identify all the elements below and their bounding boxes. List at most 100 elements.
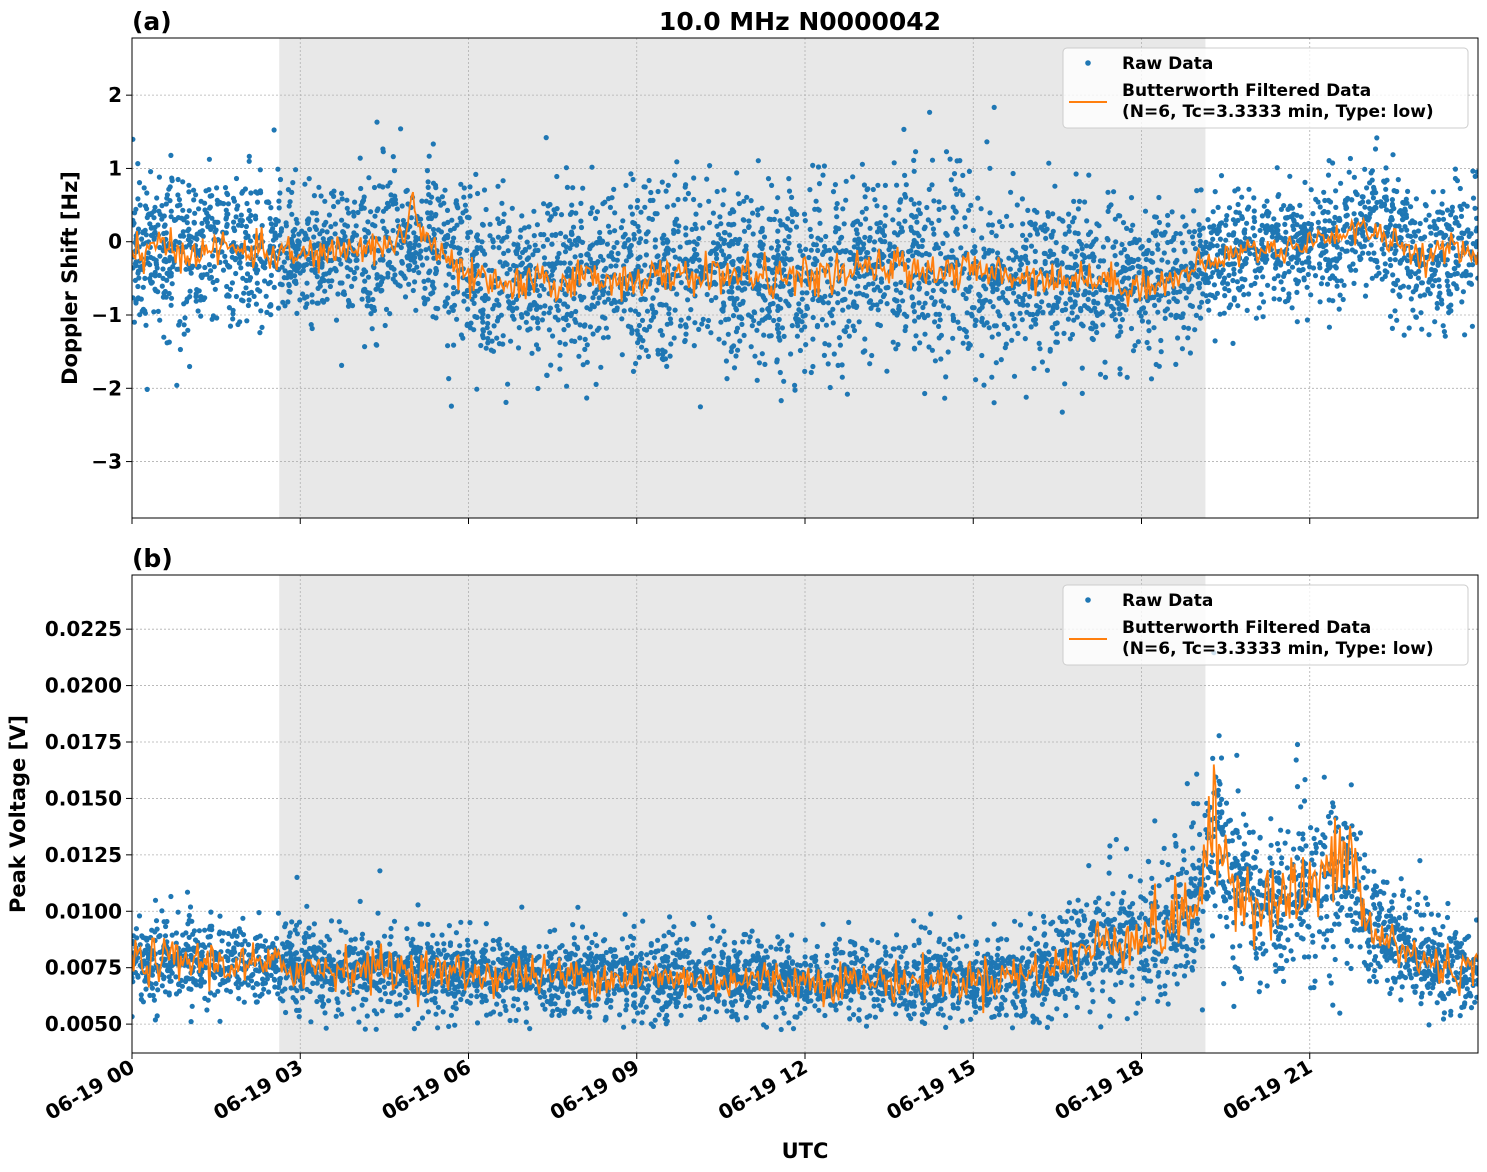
raw-data-point [971, 305, 977, 311]
raw-data-point [580, 185, 586, 191]
raw-data-point [788, 351, 794, 357]
raw-data-point [275, 305, 282, 311]
raw-data-point [375, 206, 381, 212]
raw-data-point [361, 267, 367, 273]
raw-data-point [1287, 173, 1293, 179]
raw-data-point [562, 291, 568, 297]
raw-data-point [1152, 302, 1158, 308]
raw-data-point [713, 295, 719, 301]
raw-data-point [630, 368, 637, 374]
raw-data-point [1012, 280, 1019, 286]
raw-data-point [638, 297, 644, 303]
raw-data-point [1209, 859, 1215, 865]
raw-data-point [1175, 335, 1181, 341]
raw-data-point [796, 307, 802, 313]
raw-data-point [480, 319, 486, 325]
raw-data-point [1016, 294, 1022, 300]
raw-data-point [635, 331, 641, 337]
raw-data-point [1412, 233, 1418, 239]
raw-data-point [727, 295, 733, 301]
raw-data-point [789, 194, 795, 200]
raw-data-point [222, 185, 229, 191]
raw-data-point [135, 196, 141, 202]
raw-data-point [774, 238, 781, 245]
raw-data-point [1274, 841, 1281, 847]
raw-data-point [911, 309, 918, 315]
raw-data-point [1192, 246, 1199, 252]
raw-data-point [1351, 211, 1357, 217]
raw-data-point [741, 332, 747, 338]
raw-data-point [424, 168, 430, 174]
y-tick-label: −2 [91, 376, 122, 400]
raw-data-point [1344, 239, 1350, 245]
raw-data-point [1008, 222, 1014, 229]
raw-data-point [642, 262, 648, 268]
raw-data-point [1261, 203, 1267, 209]
raw-data-point [1013, 1005, 1019, 1011]
raw-data-point [1230, 217, 1236, 223]
raw-data-point [1462, 332, 1468, 338]
raw-data-point [752, 252, 758, 258]
raw-data-point [955, 319, 961, 325]
raw-data-point [554, 173, 560, 180]
raw-data-point [194, 287, 200, 293]
raw-data-point [770, 300, 776, 307]
raw-data-point [344, 223, 351, 229]
raw-data-point [574, 242, 580, 248]
raw-data-point [895, 341, 901, 348]
raw-data-point [1396, 209, 1402, 215]
raw-data-point [501, 211, 507, 217]
raw-data-point [1385, 226, 1391, 232]
raw-data-point [959, 1018, 965, 1024]
raw-data-point [605, 290, 612, 296]
raw-data-point [419, 198, 425, 204]
raw-data-point [808, 247, 814, 253]
raw-data-point [964, 310, 970, 316]
raw-data-point [983, 250, 989, 256]
raw-data-point [723, 358, 730, 364]
raw-data-point [628, 252, 634, 258]
raw-data-point [697, 404, 704, 410]
raw-data-point [619, 316, 625, 322]
raw-data-point [665, 182, 671, 188]
raw-data-point [1210, 270, 1216, 276]
raw-data-point [714, 188, 720, 195]
raw-data-point [1100, 322, 1106, 328]
raw-data-point [278, 226, 285, 232]
raw-data-point [1135, 263, 1141, 269]
raw-data-point [329, 278, 335, 284]
raw-data-point [765, 305, 772, 311]
raw-data-point [938, 251, 944, 257]
raw-data-point [639, 317, 646, 323]
raw-data-point [1301, 277, 1307, 283]
raw-data-point [874, 302, 880, 308]
raw-data-point [1357, 241, 1363, 247]
raw-data-point [833, 205, 839, 211]
raw-data-point [1357, 856, 1363, 862]
raw-data-point [913, 214, 919, 220]
raw-data-point [1050, 228, 1056, 234]
raw-data-point [911, 157, 917, 163]
raw-data-point [1220, 280, 1226, 286]
raw-data-point [1435, 209, 1441, 215]
raw-data-point [1102, 374, 1109, 380]
raw-data-point [484, 325, 490, 331]
raw-data-point [1158, 293, 1164, 299]
raw-data-point [399, 271, 405, 277]
raw-data-point [237, 217, 243, 223]
raw-data-point [154, 195, 160, 201]
raw-data-point [751, 318, 757, 324]
raw-data-point [1304, 284, 1310, 290]
raw-data-point [1465, 227, 1471, 233]
raw-data-point [518, 312, 525, 318]
raw-data-point [1452, 166, 1458, 172]
raw-data-point [474, 386, 480, 392]
raw-data-point [359, 199, 366, 205]
raw-data-point [577, 322, 583, 328]
raw-data-point [986, 222, 992, 228]
raw-data-point [671, 202, 677, 208]
raw-data-point [709, 248, 715, 254]
raw-data-point [180, 229, 186, 235]
raw-data-point [233, 270, 239, 277]
raw-data-point [1033, 321, 1039, 327]
